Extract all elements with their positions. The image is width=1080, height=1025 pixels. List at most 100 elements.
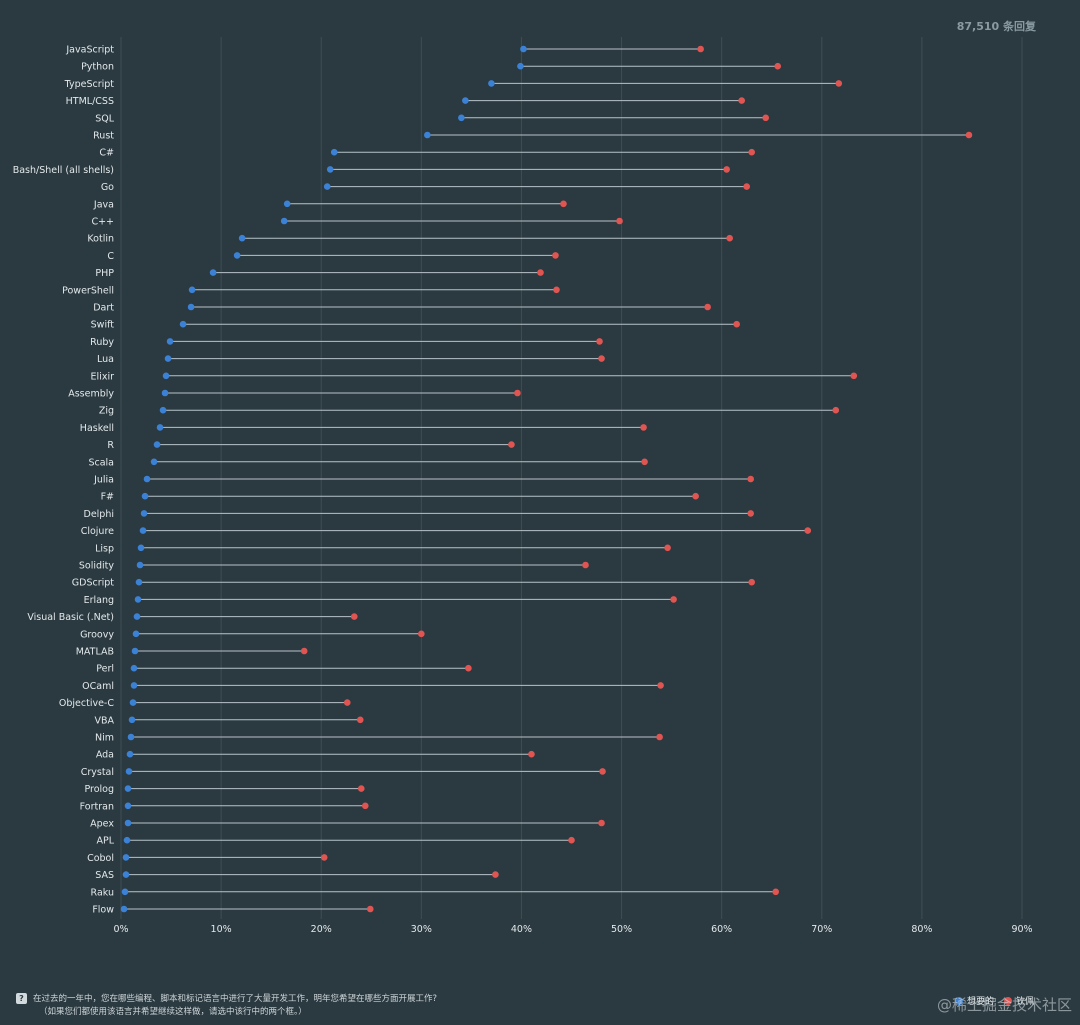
want-point[interactable] bbox=[209, 269, 217, 276]
want-point[interactable] bbox=[164, 355, 172, 362]
admired-point[interactable] bbox=[723, 166, 730, 173]
legend-item-want[interactable]: 想要的 bbox=[955, 994, 994, 1007]
want-point[interactable] bbox=[280, 217, 288, 225]
want-point[interactable] bbox=[323, 183, 331, 190]
want-point[interactable] bbox=[179, 320, 187, 328]
want-point[interactable] bbox=[122, 854, 130, 861]
want-point[interactable] bbox=[188, 286, 196, 294]
admired-point[interactable] bbox=[772, 888, 780, 896]
want-point[interactable] bbox=[283, 200, 291, 208]
want-point[interactable] bbox=[520, 45, 527, 53]
want-point[interactable] bbox=[136, 561, 144, 569]
want-point[interactable] bbox=[137, 544, 145, 552]
admired-point[interactable] bbox=[514, 389, 521, 397]
want-point[interactable] bbox=[156, 424, 164, 431]
admired-point[interactable] bbox=[582, 561, 589, 569]
want-point[interactable] bbox=[233, 252, 241, 259]
admired-point[interactable] bbox=[704, 303, 711, 311]
want-point[interactable] bbox=[126, 750, 134, 758]
admired-point[interactable] bbox=[361, 802, 369, 810]
admired-point[interactable] bbox=[670, 596, 677, 603]
admired-point[interactable] bbox=[697, 45, 704, 53]
want-point[interactable] bbox=[326, 166, 334, 173]
admired-point[interactable] bbox=[726, 234, 733, 242]
admired-point[interactable] bbox=[664, 544, 671, 552]
want-point[interactable] bbox=[462, 97, 469, 104]
want-point[interactable] bbox=[162, 372, 170, 380]
want-point[interactable] bbox=[187, 303, 195, 311]
admired-point[interactable] bbox=[733, 320, 740, 328]
want-point[interactable] bbox=[124, 819, 132, 827]
admired-point[interactable] bbox=[616, 217, 623, 225]
want-point[interactable] bbox=[424, 131, 431, 139]
admired-point[interactable] bbox=[537, 269, 544, 276]
want-point[interactable] bbox=[166, 338, 174, 345]
admired-point[interactable] bbox=[343, 699, 351, 706]
want-point[interactable] bbox=[133, 613, 141, 620]
want-point[interactable] bbox=[134, 596, 142, 603]
admired-point[interactable] bbox=[850, 372, 858, 380]
admired-point[interactable] bbox=[747, 510, 754, 517]
want-point[interactable] bbox=[161, 389, 169, 397]
want-point[interactable] bbox=[123, 836, 131, 844]
admired-point[interactable] bbox=[492, 871, 499, 878]
admired-point[interactable] bbox=[560, 200, 567, 208]
admired-point[interactable] bbox=[528, 750, 535, 758]
admired-point[interactable] bbox=[598, 355, 605, 362]
admired-point[interactable] bbox=[350, 613, 358, 620]
admired-point[interactable] bbox=[774, 62, 782, 70]
want-point[interactable] bbox=[122, 871, 130, 878]
admired-point[interactable] bbox=[465, 664, 472, 672]
want-point[interactable] bbox=[120, 905, 128, 913]
admired-point[interactable] bbox=[568, 836, 575, 844]
admired-point[interactable] bbox=[657, 682, 664, 689]
want-point[interactable] bbox=[488, 80, 495, 87]
want-point[interactable] bbox=[127, 733, 135, 741]
want-point[interactable] bbox=[130, 682, 138, 689]
admired-point[interactable] bbox=[552, 252, 559, 259]
want-point[interactable] bbox=[124, 785, 132, 792]
admired-point[interactable] bbox=[599, 768, 606, 775]
want-point[interactable] bbox=[238, 234, 246, 242]
admired-point[interactable] bbox=[641, 458, 648, 466]
admired-point[interactable] bbox=[598, 819, 605, 827]
want-point[interactable] bbox=[124, 802, 132, 810]
want-point[interactable] bbox=[129, 699, 137, 706]
admired-point[interactable] bbox=[596, 338, 603, 345]
admired-point[interactable] bbox=[356, 716, 364, 724]
legend-item-admired[interactable]: 钦佩 bbox=[1004, 994, 1034, 1007]
want-point[interactable] bbox=[140, 510, 148, 517]
admired-point[interactable] bbox=[640, 424, 647, 431]
admired-point[interactable] bbox=[965, 131, 973, 139]
admired-point[interactable] bbox=[366, 905, 374, 913]
want-point[interactable] bbox=[153, 441, 161, 448]
want-point[interactable] bbox=[143, 475, 151, 483]
want-point[interactable] bbox=[458, 114, 465, 122]
admired-point[interactable] bbox=[320, 854, 328, 861]
want-point[interactable] bbox=[139, 527, 147, 534]
admired-point[interactable] bbox=[743, 183, 750, 190]
admired-point[interactable] bbox=[835, 80, 843, 87]
admired-point[interactable] bbox=[748, 578, 755, 586]
want-point[interactable] bbox=[141, 492, 149, 500]
want-point[interactable] bbox=[330, 148, 338, 156]
want-point[interactable] bbox=[150, 458, 158, 466]
want-point[interactable] bbox=[159, 406, 167, 414]
want-point[interactable] bbox=[121, 888, 129, 896]
admired-point[interactable] bbox=[804, 527, 812, 534]
want-point[interactable] bbox=[130, 664, 138, 672]
want-point[interactable] bbox=[128, 716, 136, 724]
admired-point[interactable] bbox=[418, 630, 425, 638]
admired-point[interactable] bbox=[748, 148, 755, 156]
admired-point[interactable] bbox=[738, 97, 745, 104]
admired-point[interactable] bbox=[832, 406, 840, 414]
admired-point[interactable] bbox=[656, 733, 663, 741]
admired-point[interactable] bbox=[553, 286, 560, 294]
want-point[interactable] bbox=[135, 578, 143, 586]
admired-point[interactable] bbox=[508, 441, 515, 448]
admired-point[interactable] bbox=[762, 114, 770, 122]
admired-point[interactable] bbox=[692, 492, 699, 500]
want-point[interactable] bbox=[517, 62, 524, 70]
admired-point[interactable] bbox=[300, 647, 308, 655]
want-point[interactable] bbox=[125, 768, 133, 775]
